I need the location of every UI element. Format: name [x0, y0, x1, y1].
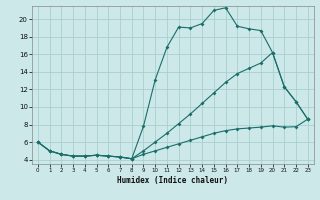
- X-axis label: Humidex (Indice chaleur): Humidex (Indice chaleur): [117, 176, 228, 185]
